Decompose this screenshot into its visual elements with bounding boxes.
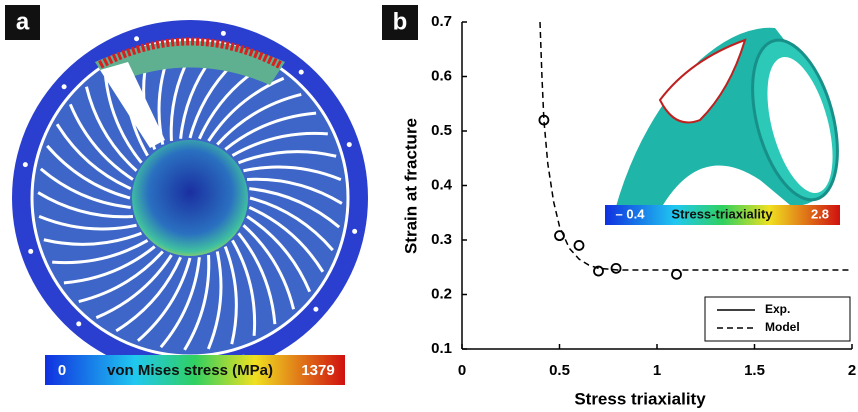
x-tick-label: 1 <box>653 362 661 379</box>
blade <box>52 239 149 265</box>
blade <box>95 254 173 320</box>
hub <box>132 140 248 256</box>
bolt-hole <box>76 321 82 327</box>
blade <box>248 206 325 273</box>
bolt-hole <box>313 306 319 312</box>
blade <box>243 165 342 182</box>
blade <box>43 231 142 246</box>
bolt-hole <box>298 69 304 75</box>
bolt-hole <box>28 248 34 254</box>
y-tick-label: 0.4 <box>431 176 453 193</box>
panel-label: a <box>16 8 30 35</box>
blade <box>159 257 201 349</box>
blade <box>242 224 296 310</box>
bolt-hole <box>22 162 28 168</box>
colorbar-title: von Mises stress (MPa) <box>107 362 273 379</box>
blade <box>39 167 131 209</box>
data-point <box>671 268 682 280</box>
inset-colorbar-min: – 0.4 <box>616 206 646 221</box>
blades <box>22 30 358 366</box>
inset-colorbar-title: Stress-triaxiality <box>671 206 773 221</box>
panel-label-box <box>382 5 418 40</box>
blade <box>103 71 143 164</box>
bolt-hole <box>61 84 67 90</box>
x-axis-label: Stress triaxiality <box>574 389 706 408</box>
model-line <box>539 21 852 271</box>
bolt-hole <box>220 30 226 36</box>
x-tick-label: 2 <box>848 362 856 379</box>
blade <box>237 232 277 325</box>
legend-label: Model <box>765 320 800 334</box>
x-tick-label: 0 <box>458 362 466 379</box>
blade <box>207 76 285 142</box>
bolt-hole <box>134 36 140 42</box>
inset-image <box>615 27 839 211</box>
legend-label: Exp. <box>765 302 790 316</box>
data-point <box>610 262 622 274</box>
blade <box>246 215 312 293</box>
y-tick-label: 0.2 <box>431 285 452 302</box>
panel-label: b <box>393 8 408 35</box>
blade <box>238 150 337 165</box>
blade <box>37 191 134 219</box>
blade <box>231 239 257 336</box>
blade <box>46 144 131 200</box>
y-tick-label: 0.5 <box>431 122 452 139</box>
panel-a: a 0 von Mises stress (MPa) 1379 <box>5 5 368 385</box>
blade <box>246 177 343 205</box>
colorbar-max: 1379 <box>301 362 334 379</box>
blade <box>223 246 238 345</box>
data-point <box>593 265 604 277</box>
y-tick-label: 0.7 <box>431 13 452 30</box>
blade <box>63 245 156 285</box>
colorbar-min: 0 <box>58 362 66 379</box>
y-tick-label: 0.3 <box>431 231 452 248</box>
blade <box>78 250 164 304</box>
blade <box>115 256 182 333</box>
blade <box>224 111 317 151</box>
bolt-hole <box>346 142 352 148</box>
inset-colorbar <box>605 205 840 225</box>
blade <box>68 103 134 181</box>
colorbar <box>45 355 345 385</box>
blade <box>183 254 211 351</box>
data-point <box>554 230 565 242</box>
y-axis-label: Strain at fracture <box>401 118 420 254</box>
blade <box>249 196 334 252</box>
blade <box>55 123 132 190</box>
blade <box>216 92 302 146</box>
blade <box>136 257 192 342</box>
blade <box>38 214 137 231</box>
blade <box>249 187 341 229</box>
missing-blade <box>100 62 165 148</box>
x-tick-label: 0.5 <box>549 362 570 379</box>
blade <box>206 251 223 350</box>
blade <box>84 86 138 172</box>
y-tick-label: 0.1 <box>431 340 452 357</box>
legend-box <box>704 296 851 342</box>
bolt-hole <box>352 228 358 234</box>
inset-colorbar-max: 2.8 <box>811 206 829 221</box>
blade <box>231 131 328 157</box>
x-tick-label: 1.5 <box>744 362 765 379</box>
panel-label-box <box>5 5 40 40</box>
y-tick-label: 0.6 <box>431 67 452 84</box>
data-point <box>573 240 585 251</box>
damaged-zone <box>95 41 285 85</box>
